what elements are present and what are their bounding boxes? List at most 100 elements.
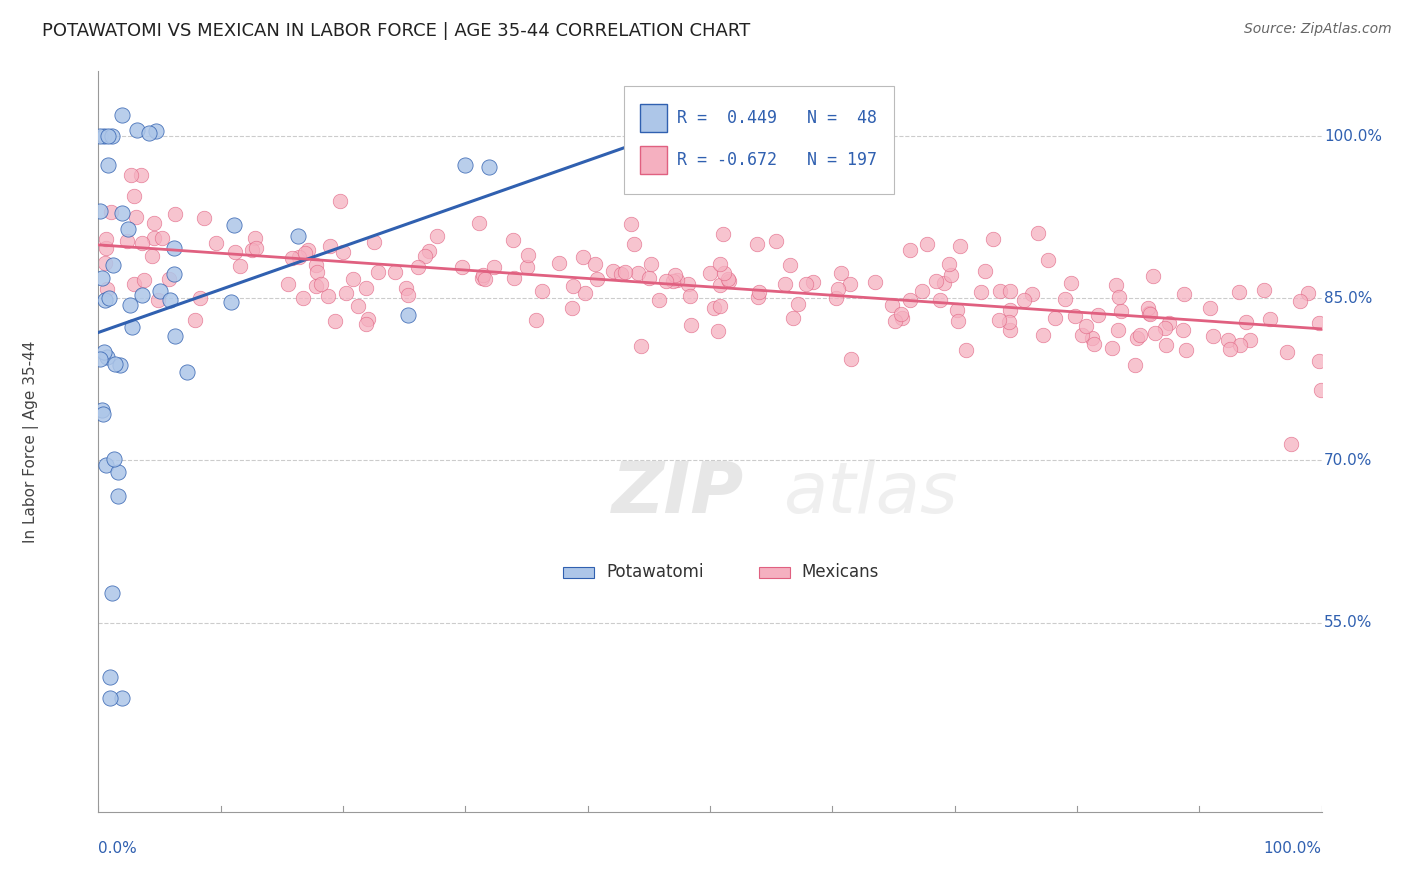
Point — [347, 300, 370, 314]
Point — [1236, 315, 1258, 329]
Point — [1157, 316, 1180, 330]
Point — [623, 236, 645, 251]
Point — [1043, 311, 1066, 326]
Point — [287, 229, 309, 244]
Point — [630, 339, 652, 353]
Point — [602, 263, 624, 277]
Point — [1021, 286, 1043, 301]
Point — [304, 258, 326, 272]
Point — [367, 265, 389, 279]
Point — [827, 281, 849, 295]
Point — [1199, 301, 1222, 315]
Point — [356, 281, 378, 295]
Point — [773, 277, 796, 291]
Text: R = -0.672   N = 197: R = -0.672 N = 197 — [678, 152, 877, 169]
Point — [240, 243, 263, 257]
Point — [1227, 285, 1250, 299]
Point — [96, 282, 118, 296]
Point — [970, 285, 993, 300]
Point — [111, 107, 134, 121]
Point — [94, 458, 117, 473]
Point — [561, 301, 583, 315]
Point — [93, 129, 115, 144]
Point — [97, 158, 120, 172]
Point — [117, 221, 139, 235]
Point — [801, 275, 824, 289]
Point — [1279, 437, 1302, 451]
Point — [110, 691, 132, 706]
Point — [1275, 344, 1298, 359]
Text: atlas: atlas — [783, 458, 957, 528]
Point — [309, 277, 332, 292]
Point — [747, 237, 769, 252]
Point — [474, 271, 496, 285]
Point — [699, 266, 721, 280]
Point — [342, 271, 364, 285]
Point — [451, 260, 474, 274]
Point — [614, 265, 637, 279]
Point — [882, 298, 904, 312]
Point — [98, 670, 121, 684]
Text: 100.0%: 100.0% — [1264, 841, 1322, 856]
Point — [1083, 337, 1105, 351]
Point — [524, 313, 547, 327]
Point — [1175, 343, 1198, 357]
Text: R =  0.449   N =  48: R = 0.449 N = 48 — [678, 109, 877, 127]
Point — [1064, 310, 1087, 324]
Point — [120, 168, 142, 182]
Point — [955, 343, 977, 357]
Point — [1026, 227, 1049, 241]
Point — [193, 211, 215, 226]
Point — [890, 307, 912, 321]
Point — [294, 246, 316, 260]
Bar — [759, 566, 790, 578]
Point — [142, 216, 165, 230]
Point — [1308, 316, 1330, 330]
Point — [1253, 284, 1275, 298]
Text: 100.0%: 100.0% — [1324, 128, 1382, 144]
Point — [748, 285, 770, 299]
Point — [1054, 292, 1077, 306]
Point — [655, 274, 678, 288]
Point — [1000, 284, 1022, 298]
FancyBboxPatch shape — [640, 146, 668, 174]
Point — [1142, 269, 1164, 284]
Point — [101, 258, 124, 272]
Point — [1126, 331, 1149, 345]
Point — [779, 258, 801, 272]
Point — [765, 234, 787, 248]
Point — [288, 250, 311, 264]
Point — [679, 318, 702, 332]
Point — [638, 271, 661, 285]
Point — [104, 357, 127, 371]
Point — [516, 260, 538, 274]
Point — [395, 280, 418, 294]
Point — [471, 271, 494, 285]
Point — [454, 158, 477, 172]
Point — [640, 257, 662, 271]
Point — [711, 227, 734, 242]
Point — [101, 585, 124, 599]
Point — [1154, 338, 1177, 352]
Point — [143, 231, 166, 245]
Point — [297, 243, 319, 257]
Point — [111, 205, 134, 219]
Point — [132, 273, 155, 287]
Point — [1216, 333, 1239, 347]
Point — [292, 291, 315, 305]
Point — [1070, 327, 1092, 342]
Text: ZIP: ZIP — [612, 458, 744, 528]
Point — [1032, 328, 1054, 343]
Point — [946, 302, 969, 317]
Point — [127, 123, 149, 137]
Point — [794, 277, 817, 291]
Point — [157, 272, 180, 286]
Point — [998, 315, 1021, 329]
Point — [1239, 333, 1261, 347]
Point — [1108, 290, 1130, 304]
Point — [245, 231, 267, 245]
Point — [176, 365, 198, 379]
Point — [163, 241, 186, 255]
Point — [319, 239, 342, 253]
Point — [718, 274, 741, 288]
